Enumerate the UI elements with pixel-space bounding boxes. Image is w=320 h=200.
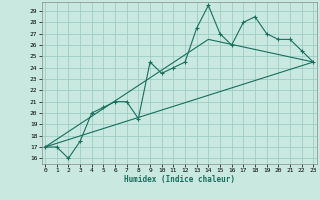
X-axis label: Humidex (Indice chaleur): Humidex (Indice chaleur) (124, 175, 235, 184)
